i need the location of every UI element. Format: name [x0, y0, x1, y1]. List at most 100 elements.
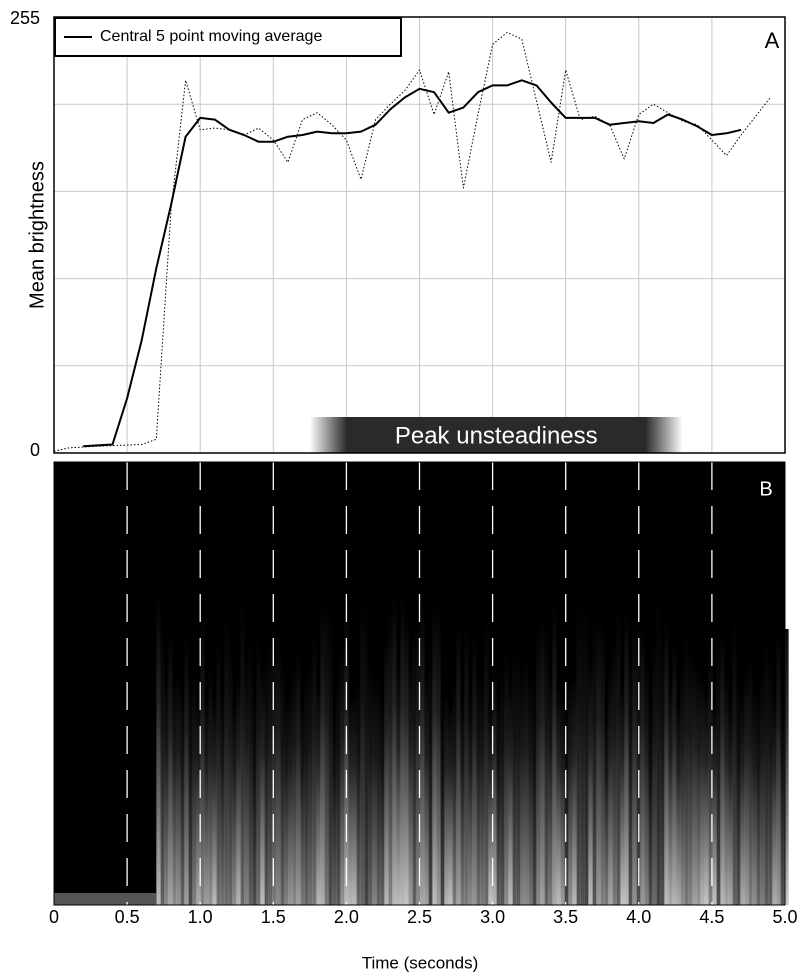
- spectrogram-column: [472, 633, 477, 905]
- spectrogram-column: [536, 627, 541, 905]
- spectrogram-column: [608, 669, 613, 905]
- spectrogram-column: [500, 666, 505, 905]
- spectrogram-column: [208, 666, 213, 905]
- spectrogram-column: [224, 611, 229, 905]
- y-axis-label: Mean brightness: [26, 161, 48, 309]
- x-tick-label: 2.0: [334, 907, 359, 927]
- spectrogram-column: [488, 704, 493, 905]
- spectrogram-column: [540, 617, 545, 905]
- legend-box: [54, 17, 402, 57]
- plot-layer: Peak unsteadiness 0 255 Central 5 point mov…: [10, 8, 798, 927]
- spectrogram-column: [692, 657, 697, 905]
- spectrogram-column: [748, 654, 753, 905]
- spectrogram-column: [584, 604, 589, 905]
- spectrogram-column: [340, 645, 345, 905]
- x-tick-label: 1.0: [188, 907, 213, 927]
- spectrogram-column: [312, 631, 317, 905]
- x-tick-label: 1.5: [261, 907, 286, 927]
- spectrogram-column: [652, 640, 657, 905]
- spectrogram-floor: [54, 893, 157, 905]
- spectrogram-column: [456, 622, 461, 905]
- spectrogram-column: [684, 633, 689, 905]
- panel-a-frame: [53, 16, 786, 454]
- spectrogram-column: [568, 679, 573, 905]
- x-tick-label: 3.5: [553, 907, 578, 927]
- spectrogram-column: [624, 611, 629, 905]
- spectrogram-column: [632, 618, 637, 905]
- spectrogram-column: [232, 698, 237, 905]
- spectrogram-column: [700, 675, 705, 905]
- spectrogram-column: [756, 691, 761, 905]
- x-tick-label: 0: [49, 907, 59, 927]
- spectrogram-column: [268, 639, 273, 905]
- spectrogram-column: [716, 634, 721, 905]
- spectrogram-column: [664, 620, 669, 905]
- spectrogram-column: [760, 670, 765, 905]
- spectrogram-column: [372, 676, 377, 905]
- spectrogram-column: [672, 643, 677, 905]
- spectrogram-column: [532, 678, 537, 905]
- spectrogram-column: [288, 690, 293, 905]
- spectrogram-column: [320, 607, 325, 905]
- spectrogram-column: [292, 665, 297, 905]
- x-tick-label: 2.5: [407, 907, 432, 927]
- spectrogram-column: [676, 701, 681, 905]
- spectrogram-column: [704, 688, 709, 905]
- spectrogram-column: [184, 636, 189, 905]
- spectrogram-column: [376, 671, 381, 905]
- spectrogram-column: [708, 643, 713, 905]
- spectrogram-column: [408, 657, 413, 905]
- line-series: [83, 79, 742, 448]
- spectrogram-column: [648, 704, 653, 905]
- spectrogram-column: [176, 670, 181, 905]
- spectrogram-column: [548, 667, 553, 905]
- spectrogram-column: [316, 682, 321, 905]
- spectrogram-column: [168, 631, 173, 905]
- x-tick-label: 4.0: [626, 907, 651, 927]
- spectrogram-column: [604, 704, 609, 905]
- spectrogram-column: [276, 631, 281, 905]
- y-tick-label: 0: [30, 440, 40, 460]
- panel-label: B: [759, 478, 772, 500]
- spectrogram-column: [324, 603, 329, 905]
- spectrogram-column: [164, 675, 169, 905]
- spectrogram-column: [512, 648, 517, 905]
- spectrogram-column: [252, 695, 257, 905]
- spectrogram-column: [772, 694, 777, 905]
- spectrogram-column: [236, 675, 241, 905]
- spectrogram-column: [464, 620, 469, 905]
- spectrogram-column: [764, 638, 769, 905]
- annotation-band: [309, 417, 683, 453]
- spectrogram-column: [712, 700, 717, 905]
- spectrogram-column: [436, 609, 441, 905]
- spectrogram-column: [572, 675, 577, 905]
- spectrogram-column: [424, 672, 429, 905]
- spectrogram-column: [544, 627, 549, 905]
- x-axis-label: Time (seconds): [362, 953, 479, 972]
- spectrogram-column: [660, 640, 665, 905]
- spectrogram-column: [780, 692, 785, 905]
- spectrogram-column: [212, 695, 217, 905]
- spectrogram-column: [360, 596, 365, 905]
- spectrogram-column: [428, 650, 433, 905]
- spectrogram-column: [468, 693, 473, 905]
- legend-label: Central 5 point moving average: [100, 28, 322, 45]
- spectrogram-column: [616, 601, 621, 905]
- spectrogram-column: [204, 697, 209, 905]
- spectrogram-column: [344, 610, 349, 905]
- spectrogram-column: [380, 692, 385, 905]
- spectrogram-column: [580, 603, 585, 905]
- spectrogram-column: [264, 651, 269, 905]
- spectrogram-column: [596, 617, 601, 905]
- x-tick-label: 5.0: [772, 907, 797, 927]
- spectrogram-column: [180, 685, 185, 905]
- spectrogram-column: [768, 660, 773, 905]
- spectrogram-column: [420, 600, 425, 905]
- spectrogram-column: [192, 670, 197, 905]
- spectrogram-column: [396, 665, 401, 905]
- spectrogram-column: [640, 625, 645, 905]
- spectrogram-column: [228, 642, 233, 905]
- spectrogram-column: [348, 692, 353, 905]
- spectrogram-column: [332, 705, 337, 905]
- panel-b-frame: [53, 461, 786, 906]
